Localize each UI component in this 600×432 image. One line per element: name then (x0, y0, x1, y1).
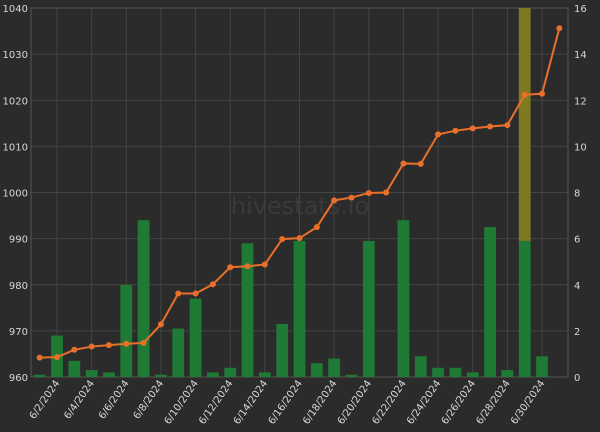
line-point (175, 290, 182, 297)
bar (189, 298, 202, 377)
line-point (105, 342, 112, 349)
bar (172, 328, 185, 377)
line-point (53, 354, 60, 361)
bar (536, 356, 548, 377)
bar (432, 367, 444, 377)
x-tick-label: 6/28/2024 (474, 378, 512, 426)
line-point (279, 236, 286, 243)
x-tick-label: 6/6/2024 (97, 378, 132, 421)
bar (484, 227, 496, 377)
y-left-tick-label: 1030 (3, 50, 28, 61)
bar (258, 372, 271, 377)
y-left-tick-label: 970 (9, 327, 28, 338)
x-tick-label: 6/26/2024 (440, 378, 478, 426)
line-point (157, 321, 164, 328)
x-tick-label: 6/18/2024 (301, 378, 339, 426)
line-point (504, 122, 511, 129)
bar (310, 363, 323, 377)
line-point (435, 131, 442, 138)
y-right-tick-label: 6 (574, 235, 580, 246)
line-point (209, 281, 216, 288)
line-point (469, 125, 476, 132)
bar (501, 370, 514, 377)
line-point (383, 189, 390, 196)
line-point (521, 91, 528, 98)
line-layer (36, 25, 563, 361)
x-tick-label: 6/14/2024 (232, 378, 270, 426)
y-left-tick-label: 960 (9, 373, 28, 384)
x-tick-label: 6/8/2024 (132, 378, 167, 421)
x-tick-label: 6/2/2024 (28, 378, 63, 421)
line-point (417, 160, 424, 167)
y-right-tick-label: 16 (574, 4, 587, 15)
y-right-tick-label: 10 (574, 142, 587, 153)
line-point (296, 235, 303, 242)
line-point (140, 339, 147, 346)
line-point (261, 261, 268, 268)
y-left-tick-label: 980 (9, 281, 28, 292)
y-right-tick-label: 4 (574, 281, 580, 292)
x-tick-label: 6/20/2024 (336, 378, 374, 426)
y-left-tick-label: 1000 (3, 189, 28, 200)
x-tick-label: 6/22/2024 (370, 378, 408, 426)
x-tick-label: 6/24/2024 (405, 378, 443, 426)
bar (155, 374, 167, 377)
line-point (400, 160, 407, 167)
line-point (487, 123, 494, 130)
bar (397, 220, 410, 377)
bar (103, 372, 115, 377)
line-point (227, 264, 234, 271)
y-left-tick-label: 990 (9, 235, 28, 246)
bar (206, 372, 219, 377)
bar (518, 240, 531, 377)
bar (276, 323, 289, 377)
x-tick-label: 6/30/2024 (509, 378, 547, 426)
stacked-bar (518, 8, 531, 241)
bar (85, 370, 98, 377)
line-point (36, 354, 43, 361)
line-point (244, 263, 251, 270)
y-left-tick-label: 1010 (3, 142, 28, 153)
bar (449, 367, 462, 377)
bar (137, 220, 150, 377)
x-tick-label: 6/4/2024 (62, 378, 97, 421)
bar (224, 367, 237, 377)
bar (68, 360, 81, 377)
y-left-tick-label: 1020 (3, 96, 28, 107)
bar (466, 372, 479, 377)
line-point (348, 194, 355, 201)
x-tick-label: 6/10/2024 (163, 378, 201, 426)
y-right-tick-label: 8 (574, 189, 580, 200)
line-point (365, 189, 372, 196)
y-right-tick-label: 2 (574, 327, 580, 338)
bar (33, 374, 46, 377)
y-left-tick-label: 1040 (3, 4, 28, 15)
bar (414, 356, 427, 377)
line-point (539, 90, 546, 97)
bar (328, 358, 341, 377)
line-point (556, 25, 563, 32)
line-point (331, 197, 338, 204)
line-point (123, 340, 130, 347)
line-point (192, 290, 199, 297)
x-tick-label: 6/16/2024 (267, 378, 305, 426)
bar (120, 284, 133, 377)
bar (241, 243, 254, 377)
line-point (452, 127, 459, 134)
line-point (71, 346, 78, 353)
bar (345, 374, 358, 377)
line-point (313, 224, 320, 231)
bar (293, 240, 306, 377)
bar (362, 240, 375, 377)
y-right-tick-label: 12 (574, 96, 587, 107)
x-tick-label: 6/12/2024 (197, 378, 235, 426)
y-right-tick-label: 0 (574, 373, 580, 384)
y-right-tick-label: 14 (574, 50, 587, 61)
line-point (88, 343, 95, 350)
